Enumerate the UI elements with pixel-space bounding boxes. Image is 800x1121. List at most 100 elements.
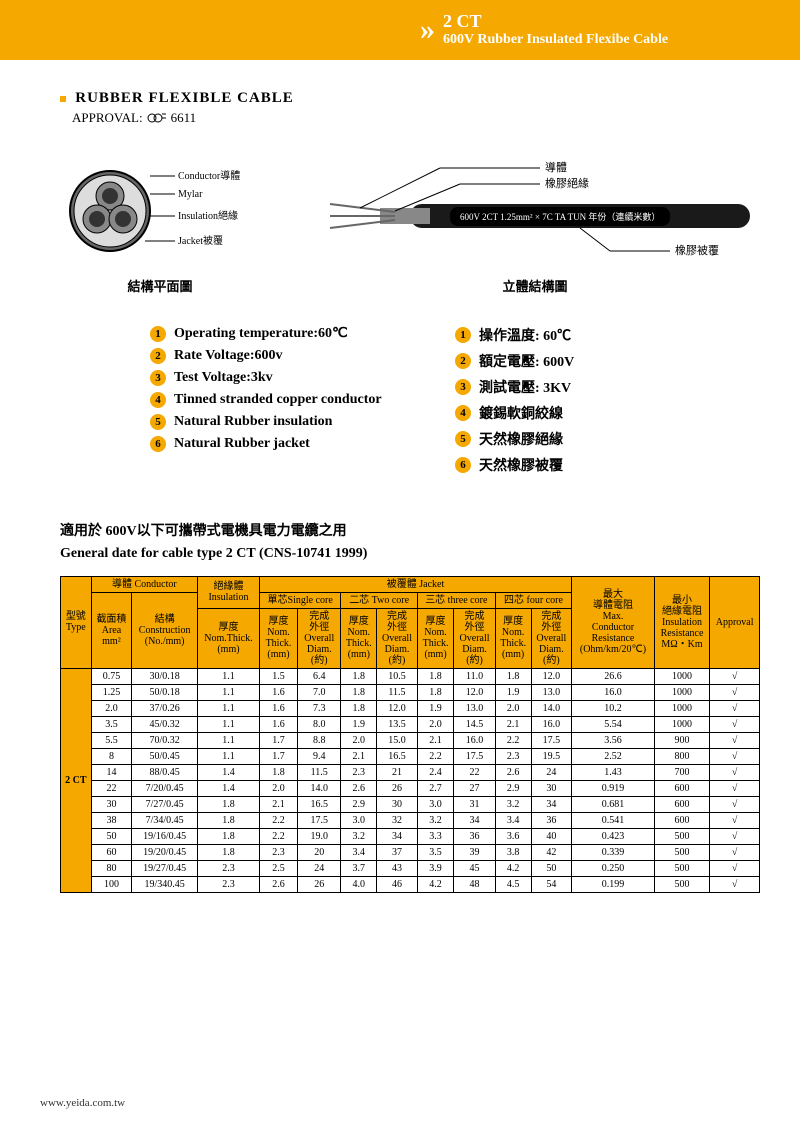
table-cell: 80 <box>91 860 132 876</box>
table-cell: 45 <box>454 860 495 876</box>
spec-table: 型號Type導體 Conductor絕緣體Insulation被覆體 Jacke… <box>60 576 760 893</box>
table-cell: 0.199 <box>572 876 655 892</box>
table-row: 387/34/0.451.82.217.53.0323.2343.4360.54… <box>61 812 760 828</box>
table-cell: 14.0 <box>298 780 341 796</box>
spec-text: Natural Rubber jacket <box>174 436 310 452</box>
th-three: 三芯 three core <box>417 592 495 608</box>
product-subtitle: 600V Rubber Insulated Flexibe Cable <box>443 32 668 47</box>
spec-text: Natural Rubber insulation <box>174 414 332 430</box>
table-cell: √ <box>710 828 760 844</box>
table-row: 5019/16/0.451.82.219.03.2343.3363.6400.4… <box>61 828 760 844</box>
table-cell: 2.0 <box>341 732 377 748</box>
number-badge: 4 <box>455 405 471 421</box>
label-mylar: Mylar <box>178 189 203 200</box>
table-row: 8019/27/0.452.32.5243.7433.9454.2500.250… <box>61 860 760 876</box>
table-cell: 39 <box>454 844 495 860</box>
table-cell: 1.8 <box>417 668 454 684</box>
table-cell: 16.5 <box>298 796 341 812</box>
table-cell: 30 <box>91 796 132 812</box>
table-cell: √ <box>710 732 760 748</box>
table-cell: 11.5 <box>377 684 418 700</box>
table-cell: 3.9 <box>417 860 454 876</box>
table-cell: 19/27/0.45 <box>132 860 198 876</box>
table-intro-en: General date for cable type 2 CT (CNS-10… <box>60 543 760 565</box>
table-cell: 1.1 <box>198 700 260 716</box>
spec-text: 額定電壓: 600V <box>479 351 574 371</box>
table-cell: 1.1 <box>198 668 260 684</box>
table-cell: 2.5 <box>259 860 297 876</box>
th-jacket: 被覆體 Jacket <box>259 576 571 592</box>
table-cell: 0.541 <box>572 812 655 828</box>
main-title: RUBBER FLEXIBLE CABLE <box>75 90 294 106</box>
table-cell: 22 <box>454 764 495 780</box>
number-badge: 6 <box>455 457 471 473</box>
table-cell: 14.5 <box>454 716 495 732</box>
table-row: 1.2550/0.181.11.67.01.811.51.812.01.913.… <box>61 684 760 700</box>
table-cell: 20 <box>298 844 341 860</box>
table-cell: 8.8 <box>298 732 341 748</box>
th-conductor: 導體 Conductor <box>91 576 197 592</box>
table-cell: 1.8 <box>259 764 297 780</box>
table-cell: 2.0 <box>259 780 297 796</box>
table-cell: 1.1 <box>198 748 260 764</box>
table-cell: 36 <box>454 828 495 844</box>
chevron-icon: » <box>420 13 429 47</box>
table-cell: 0.250 <box>572 860 655 876</box>
table-cell: √ <box>710 860 760 876</box>
table-cell: 16.5 <box>377 748 418 764</box>
table-cell: 70/0.32 <box>132 732 198 748</box>
table-row: 5.570/0.321.11.78.82.015.02.116.02.217.5… <box>61 732 760 748</box>
table-cell: 500 <box>654 860 709 876</box>
table-cell: 54 <box>531 876 572 892</box>
th-nom: 厚度Nom.Thick.(mm) <box>417 608 454 668</box>
table-cell: 2.4 <box>417 764 454 780</box>
table-cell: 1.9 <box>341 716 377 732</box>
header-band: » 2 CT 600V Rubber Insulated Flexibe Cab… <box>0 0 800 60</box>
number-badge: 5 <box>455 431 471 447</box>
table-cell: 2.7 <box>417 780 454 796</box>
table-cell: 0.75 <box>91 668 132 684</box>
number-badge: 6 <box>150 436 166 452</box>
table-cell: 37 <box>377 844 418 860</box>
table-cell: 0.423 <box>572 828 655 844</box>
table-cell: √ <box>710 844 760 860</box>
table-cell: 14.0 <box>531 700 572 716</box>
table-cell: 48 <box>454 876 495 892</box>
table-cell: 16.0 <box>572 684 655 700</box>
table-cell: 16.0 <box>454 732 495 748</box>
label-insulation: Insulation絕緣 <box>178 209 238 222</box>
table-cell: 3.2 <box>341 828 377 844</box>
number-badge: 1 <box>150 326 166 342</box>
product-code: 2 CT <box>443 12 668 32</box>
table-cell: 40 <box>531 828 572 844</box>
th-overall: 完成外徑OverallDiam.(約) <box>377 608 418 668</box>
table-cell: 3.8 <box>495 844 531 860</box>
table-cell: 1.5 <box>259 668 297 684</box>
table-row: 2 CT0.7530/0.181.11.56.41.810.51.811.01.… <box>61 668 760 684</box>
table-cell: 43 <box>377 860 418 876</box>
table-cell: 32 <box>377 812 418 828</box>
cable-print-text: 600V 2CT 1.25mm² × 7C TA TUN 年份（連續米數） <box>450 207 670 226</box>
table-row: 850/0.451.11.79.42.116.52.217.52.319.52.… <box>61 748 760 764</box>
table-cell: 700 <box>654 764 709 780</box>
table-cell: 1.8 <box>341 700 377 716</box>
th-nomthick: 厚度Nom.Thick.(mm) <box>198 608 260 668</box>
table-cell: 7/20/0.45 <box>132 780 198 796</box>
table-cell: 7.3 <box>298 700 341 716</box>
table-cell: 3.2 <box>495 796 531 812</box>
approval-mark-icon <box>147 111 167 125</box>
table-cell: 46 <box>377 876 418 892</box>
table-cell: 1.8 <box>198 812 260 828</box>
table-cell: 0.919 <box>572 780 655 796</box>
table-cell: 17.5 <box>531 732 572 748</box>
specs-lists: 1Operating temperature:60℃2Rate Voltage:… <box>150 325 760 481</box>
table-cell: 17.5 <box>454 748 495 764</box>
type-label: 2 CT <box>61 668 92 892</box>
table-cell: 2.3 <box>495 748 531 764</box>
table-cell: 14 <box>91 764 132 780</box>
table-cell: 11.0 <box>454 668 495 684</box>
table-cell: 12.0 <box>377 700 418 716</box>
table-cell: 1000 <box>654 684 709 700</box>
spec-row: 5Natural Rubber insulation <box>150 414 455 430</box>
table-row: 6019/20/0.451.82.3203.4373.5393.8420.339… <box>61 844 760 860</box>
